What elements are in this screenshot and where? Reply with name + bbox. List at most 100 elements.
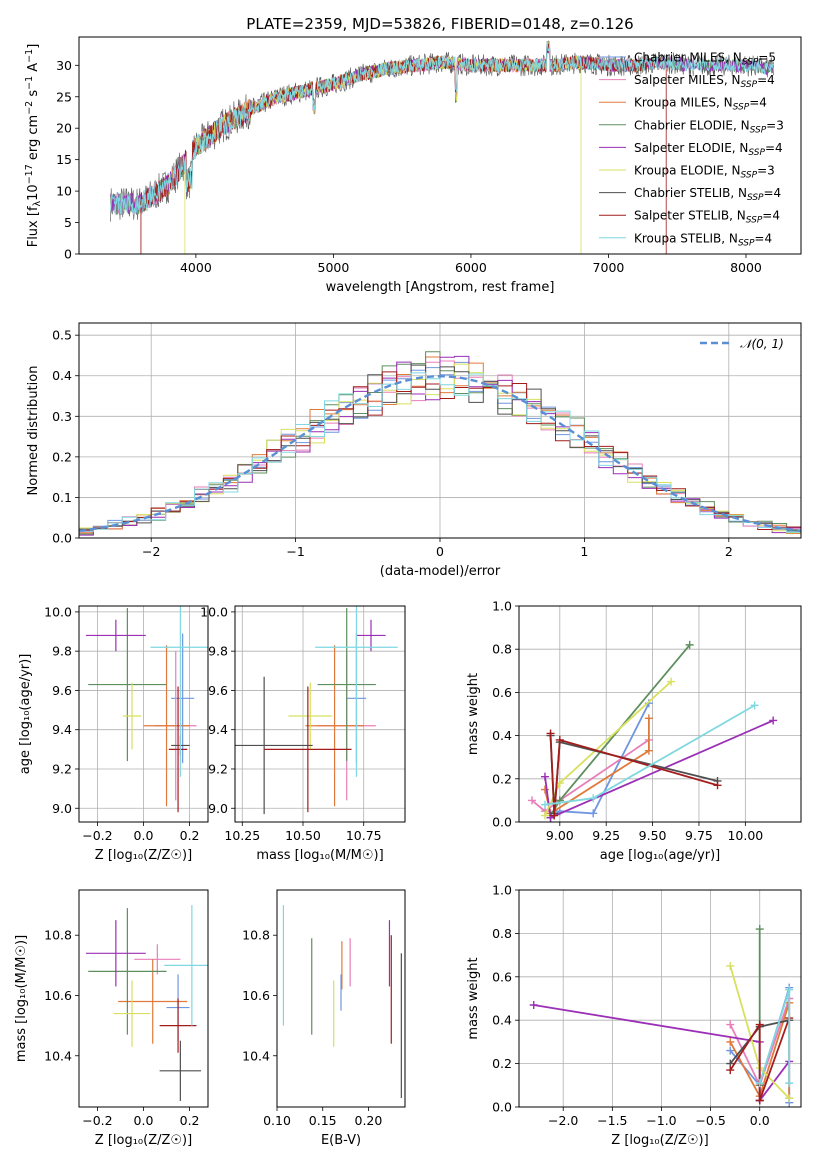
x-tick-label: 9.00 bbox=[546, 828, 574, 843]
y-tick-label: 0.8 bbox=[492, 926, 512, 941]
y-tick-label: 0 bbox=[64, 247, 72, 262]
weight-line bbox=[531, 739, 650, 813]
y-tick-label: 0.0 bbox=[492, 815, 512, 830]
y-tick-label: 30 bbox=[56, 58, 72, 73]
legend-label: 𝒩(0, 1) bbox=[740, 337, 784, 351]
legend-label: Kroupa ELODIE, NSSP=3 bbox=[634, 164, 775, 181]
x-axis-label: wavelength [Angstrom, rest frame] bbox=[326, 280, 555, 295]
y-tick-label: 10.4 bbox=[242, 1048, 270, 1063]
x-tick-label: 0.0 bbox=[750, 1113, 770, 1128]
x-tick-label: −0.2 bbox=[82, 1113, 112, 1128]
weight-marker bbox=[726, 1020, 735, 1029]
x-tick-label: 9.75 bbox=[685, 828, 713, 843]
age_vs_mass-panel: 10.25 10.50 10.75 9.0 9.2 9.4 9.6 9.8 10.0 mass [… bbox=[200, 604, 406, 863]
axes-frame bbox=[234, 605, 406, 823]
x-tick-label: 0.0 bbox=[134, 1113, 154, 1128]
histogram-step bbox=[79, 372, 801, 533]
spectrum-panel: 4000 5000 6000 7000 8000 0 5 10 15 20 25 30 Chabrier… bbox=[24, 36, 802, 295]
weight-marker bbox=[529, 1001, 538, 1010]
spectrum-line bbox=[184, 41, 582, 254]
y-tick-label: 10.8 bbox=[44, 928, 72, 943]
weight-marker bbox=[667, 677, 676, 686]
x-tick-label: 8000 bbox=[730, 260, 762, 275]
errorbars bbox=[282, 905, 402, 1098]
x-tick-label: −2.0 bbox=[548, 1113, 578, 1128]
histogram-lines bbox=[79, 351, 801, 536]
y-tick-label: 0.6 bbox=[492, 685, 512, 700]
x-axis-label: E(B-V) bbox=[321, 1133, 361, 1148]
normal-reference-curve bbox=[79, 374, 801, 533]
weight-marker bbox=[540, 800, 549, 809]
y-tick-label: 25 bbox=[56, 89, 72, 104]
x-tick-label: 10.50 bbox=[285, 828, 321, 843]
weight-marker bbox=[755, 925, 764, 934]
x-tick-label: 0 bbox=[436, 544, 444, 559]
x-tick-label: 10.75 bbox=[346, 828, 382, 843]
x-tick-label: −0.2 bbox=[82, 828, 112, 843]
weight-marker bbox=[589, 794, 598, 803]
y-tick-label: 9.8 bbox=[52, 644, 72, 659]
y-axis-label: mass [log₁₀(M/M☉)] bbox=[14, 935, 29, 1062]
errorbars bbox=[235, 606, 398, 815]
age_vs_Z-panel: −0.2 0.0 0.2 9.0 9.2 9.4 9.6 9.8 10.0 Z [log₁₀(Z/… bbox=[18, 604, 209, 863]
x-tick-label: 5000 bbox=[318, 260, 350, 275]
y-tick-label: 9.0 bbox=[208, 801, 228, 816]
weight-marker bbox=[755, 1079, 764, 1088]
y-axis-label: age [log₁₀(age/yr)] bbox=[18, 654, 33, 775]
weight-marker bbox=[769, 716, 778, 725]
y-tick-label: 9.4 bbox=[52, 722, 72, 737]
weight-lines bbox=[529, 925, 794, 1107]
y-tick-label: 10.4 bbox=[44, 1048, 72, 1063]
spectrum-lines bbox=[110, 40, 774, 254]
x-axis-label: Z [log₁₀(Z/Z☉)] bbox=[611, 1133, 708, 1148]
y-tick-label: 20 bbox=[56, 121, 72, 136]
weight-marker bbox=[644, 714, 653, 723]
histogram-step bbox=[79, 364, 801, 531]
y-tick-label: 9.6 bbox=[52, 683, 72, 698]
weight-marker bbox=[755, 1096, 764, 1105]
x-tick-label: 9.50 bbox=[639, 828, 667, 843]
axes-frame bbox=[78, 322, 802, 539]
legend-label: Chabrier ELODIE, NSSP=3 bbox=[634, 118, 784, 135]
weight-marker bbox=[550, 811, 559, 820]
axes-frame bbox=[78, 889, 209, 1108]
weight-line bbox=[549, 733, 718, 816]
x-tick-label: 0.15 bbox=[309, 1113, 337, 1128]
legend-label: Kroupa MILES, NSSP=4 bbox=[634, 96, 767, 113]
x-tick-label: 7000 bbox=[593, 260, 625, 275]
y-tick-label: 10 bbox=[56, 184, 72, 199]
x-axis-label: (data-model)/error bbox=[380, 564, 501, 579]
x-tick-label: −2 bbox=[142, 544, 160, 559]
mass_vs_Z-panel: −0.2 0.0 0.2 10.4 10.6 10.8 Z [log₁₀(Z/Z☉)] mas… bbox=[14, 889, 209, 1148]
y-tick-label: 0.0 bbox=[52, 531, 72, 546]
x-tick-label: −1.5 bbox=[597, 1113, 627, 1128]
x-tick-label: 0.10 bbox=[263, 1113, 291, 1128]
axes-frame bbox=[518, 889, 802, 1108]
y-tick-label: 9.0 bbox=[52, 801, 72, 816]
y-tick-label: 1.0 bbox=[492, 883, 512, 898]
legend-label: Chabrier MILES, NSSP=5 bbox=[634, 51, 776, 68]
y-tick-label: 0.0 bbox=[492, 1100, 512, 1115]
x-tick-label: 1 bbox=[580, 544, 588, 559]
weight-lines bbox=[527, 640, 778, 822]
massweight_vs_Z-panel: −2.0 −1.5 −1.0 −0.5 0.0 0.0 0.2 0.4 0.6 0.8 1.0 Z [… bbox=[466, 883, 802, 1148]
axes-frame bbox=[276, 889, 406, 1108]
y-tick-label: 0.8 bbox=[492, 642, 512, 657]
x-tick-label: 0.2 bbox=[180, 1113, 200, 1128]
y-tick-label: 9.2 bbox=[208, 761, 228, 776]
weight-marker bbox=[546, 729, 555, 738]
y-tick-label: 0.2 bbox=[52, 449, 72, 464]
mass_vs_EBV-panel: 0.10 0.15 0.20 10.4 10.6 10.8 E(B-V) bbox=[242, 889, 406, 1148]
y-tick-label: 0.5 bbox=[52, 328, 72, 343]
y-tick-label: 10.8 bbox=[242, 928, 270, 943]
errorbars bbox=[85, 905, 208, 1101]
y-tick-label: 0.2 bbox=[492, 771, 512, 786]
weight-marker bbox=[726, 1066, 735, 1075]
spectrum-line bbox=[140, 43, 667, 254]
x-tick-label: 9.25 bbox=[592, 828, 620, 843]
legend-label: Salpeter STELIB, NSSP=4 bbox=[634, 209, 780, 226]
weight-marker bbox=[644, 746, 653, 755]
spectrum-line bbox=[110, 41, 774, 215]
weight-marker bbox=[540, 811, 549, 820]
y-tick-label: 15 bbox=[56, 152, 72, 167]
